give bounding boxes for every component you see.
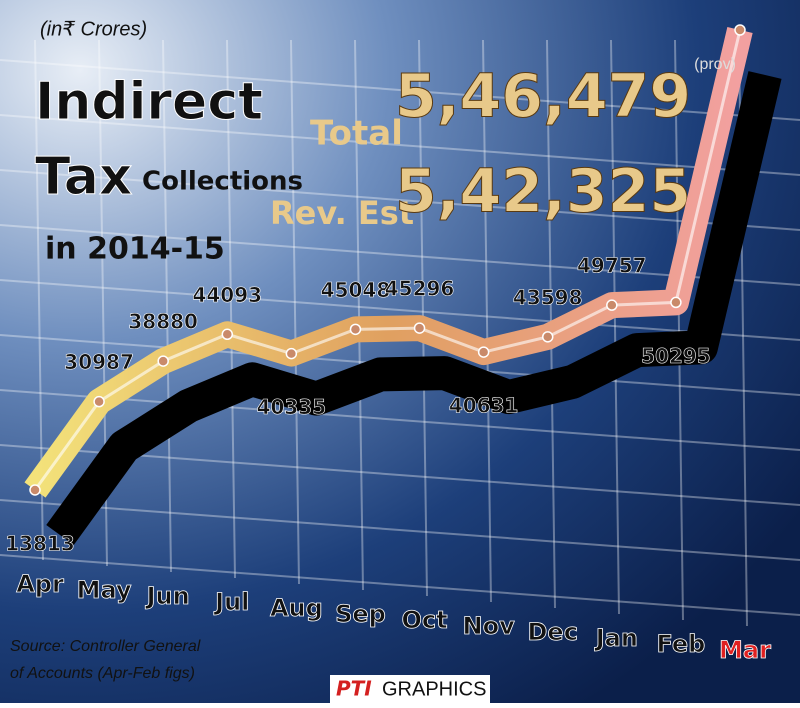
decor-line	[610, 39, 620, 615]
plot: 13813 Apr 30987 May 38880 Jun 44093 Jul 40335 Aug…	[5, 0, 782, 664]
decor-line	[0, 554, 800, 616]
x-tick-label: May	[77, 576, 132, 604]
x-tick-label: Jul	[213, 588, 249, 616]
line-highlight	[33, 29, 742, 491]
decor-grid	[0, 39, 800, 627]
decor-line	[0, 279, 800, 341]
unit-note: (in₹ Crores)	[40, 18, 147, 40]
rev-est-label: Rev. Est	[270, 194, 414, 232]
x-tick-label: Apr	[16, 570, 64, 598]
title-line: Indirect	[35, 72, 263, 132]
decor-line	[0, 114, 800, 176]
title-line: Collections	[142, 167, 303, 197]
point	[734, 24, 746, 36]
value-label: 103267	[698, 0, 782, 3]
x-tick-label: Nov	[463, 612, 516, 640]
decor-line	[0, 499, 800, 561]
title-line: in 2014-15	[45, 232, 225, 267]
decor-line	[0, 59, 800, 121]
decor-line	[354, 39, 364, 591]
point	[413, 322, 426, 334]
point	[221, 328, 234, 341]
logo: GRAPHICS	[382, 678, 486, 700]
decor-line	[162, 39, 172, 573]
logo: PTI	[336, 677, 372, 701]
value-label: 38880	[128, 310, 198, 334]
annotation: (prov)	[694, 56, 736, 73]
x-tick-label: Feb	[656, 630, 705, 658]
x-tick-label: Jan	[594, 624, 638, 652]
decor-line	[0, 224, 800, 286]
point	[29, 484, 41, 496]
title-line: Tax	[35, 147, 132, 207]
value-label: 13813	[5, 531, 75, 555]
point	[541, 331, 554, 343]
point	[606, 299, 618, 311]
value-label: 50295	[641, 344, 711, 368]
x-tick-label: Oct	[401, 606, 447, 634]
value-label: 40335	[257, 395, 327, 419]
value-label: 45048	[321, 278, 391, 302]
point	[93, 395, 105, 408]
line-shadow	[46, 71, 782, 545]
rev-est-value: 5,42,325	[395, 157, 691, 227]
value-label: 43598	[513, 285, 583, 309]
decor-line	[290, 39, 300, 585]
x-tick-label: Mar	[719, 636, 771, 664]
value-label: 45296	[385, 277, 455, 301]
x-tick-label: Sep	[335, 600, 386, 628]
decor-line	[226, 39, 236, 579]
point	[349, 323, 362, 336]
total-label: Total	[310, 114, 403, 154]
source: Source: Controller General	[10, 638, 201, 655]
x-tick-label: Dec	[528, 618, 578, 646]
decor-line	[674, 39, 684, 621]
value-label: 40631	[449, 394, 519, 418]
value-label: 44093	[192, 283, 262, 307]
decor-line	[0, 169, 800, 231]
decor-line	[0, 389, 800, 451]
value-label: 30987	[64, 350, 134, 374]
point	[670, 296, 682, 309]
value-label: 49757	[577, 254, 647, 278]
point	[477, 346, 490, 358]
logo-box	[330, 675, 490, 703]
source: of Accounts (Apr-Feb figs)	[10, 665, 195, 682]
x-tick-label: Aug	[270, 594, 323, 622]
point	[157, 355, 169, 367]
total-value: 5,46,479	[395, 62, 691, 132]
point	[285, 347, 298, 360]
x-tick-label: Jun	[145, 582, 190, 610]
decor-line	[482, 39, 492, 603]
